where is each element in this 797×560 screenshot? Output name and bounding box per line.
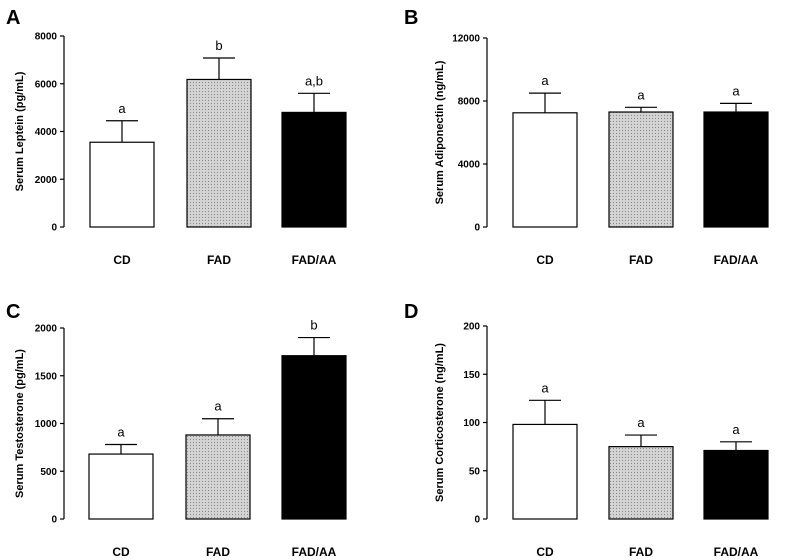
x-tick-label: CD — [113, 253, 131, 267]
y-tick-label: 12000 — [452, 34, 480, 45]
bar-cd — [88, 453, 154, 520]
x-tick-label: CD — [536, 253, 554, 267]
y-tick-label: 8000 — [35, 32, 58, 43]
bar-fad — [608, 446, 674, 520]
bar-fad-aa — [703, 111, 769, 228]
x-tick-label: CD — [536, 545, 554, 559]
panel-D: D Serum Corticosterone (ng/mL) 0 50 100 150 20… — [404, 301, 769, 559]
y-tick-label: 0 — [51, 515, 57, 526]
significance-label: a — [541, 380, 549, 395]
y-tick-label: 1000 — [35, 419, 58, 430]
y-tick-label: 200 — [463, 322, 480, 333]
x-tick-label: FAD/AA — [714, 253, 759, 267]
x-tick-label: CD — [112, 545, 130, 559]
y-tick-label: 2000 — [35, 324, 58, 335]
y-tick-label: 50 — [469, 466, 481, 477]
bar-cd — [512, 423, 578, 520]
y-tick-label: 4000 — [35, 127, 58, 138]
y-tick-label: 500 — [40, 467, 57, 478]
y-tick-label: 2000 — [35, 175, 58, 186]
y-axis-label: Serum Testosterone (pg/mL) — [14, 349, 26, 498]
significance-label: a,b — [305, 73, 323, 88]
significance-label: a — [637, 87, 645, 102]
bar-cd — [89, 141, 155, 228]
bar-fad — [608, 111, 674, 228]
y-axis-label: Serum Leptein (pg/mL) — [14, 71, 26, 191]
y-tick-label: 150 — [463, 370, 480, 381]
panel-label: D — [404, 301, 418, 323]
y-tick-label: 100 — [463, 418, 480, 429]
y-tick-label: 8000 — [458, 97, 481, 108]
panel-B: B Serum Adiponectin (ng/mL) 0 4000 8000 12000… — [404, 7, 769, 267]
y-tick-label: 0 — [474, 515, 480, 526]
y-tick-label: 0 — [474, 223, 480, 234]
significance-label: b — [215, 38, 222, 53]
x-tick-label: FAD — [206, 545, 230, 559]
significance-label: a — [637, 415, 645, 430]
significance-label: b — [310, 318, 317, 333]
bar-fad — [185, 434, 251, 520]
panel-label: B — [404, 7, 418, 29]
x-tick-label: FAD/AA — [292, 253, 337, 267]
bar-fad — [186, 78, 252, 228]
y-tick-label: 0 — [51, 223, 57, 234]
x-tick-label: FAD — [207, 253, 231, 267]
y-axis-label: Serum Adiponectin (ng/mL) — [434, 60, 446, 204]
panel-A: A Serum Leptein (pg/mL) 0 2000 4000 6000 8000 a… — [6, 7, 347, 267]
bar-fad-aa — [281, 111, 347, 228]
significance-label: a — [117, 425, 125, 440]
panel-label: A — [6, 7, 20, 29]
significance-label: a — [732, 422, 740, 437]
significance-label: a — [118, 101, 126, 116]
y-tick-label: 6000 — [35, 79, 58, 90]
panel-label: C — [6, 301, 20, 323]
significance-label: a — [732, 83, 740, 98]
y-axis-label: Serum Corticosterone (ng/mL) — [434, 343, 446, 502]
panel-C: C Serum Testosterone (pg/mL) 0 500 1000 1500 2… — [6, 301, 347, 559]
x-tick-label: FAD/AA — [714, 545, 759, 559]
x-tick-label: FAD — [629, 545, 653, 559]
y-tick-label: 1500 — [35, 371, 58, 382]
x-tick-label: FAD/AA — [292, 545, 337, 559]
bar-fad-aa — [703, 449, 769, 520]
y-tick-label: 4000 — [458, 160, 481, 171]
bar-fad-aa — [281, 355, 347, 520]
significance-label: a — [214, 399, 222, 414]
bar-cd — [512, 112, 578, 228]
x-tick-label: FAD — [629, 253, 653, 267]
significance-label: a — [541, 73, 549, 88]
